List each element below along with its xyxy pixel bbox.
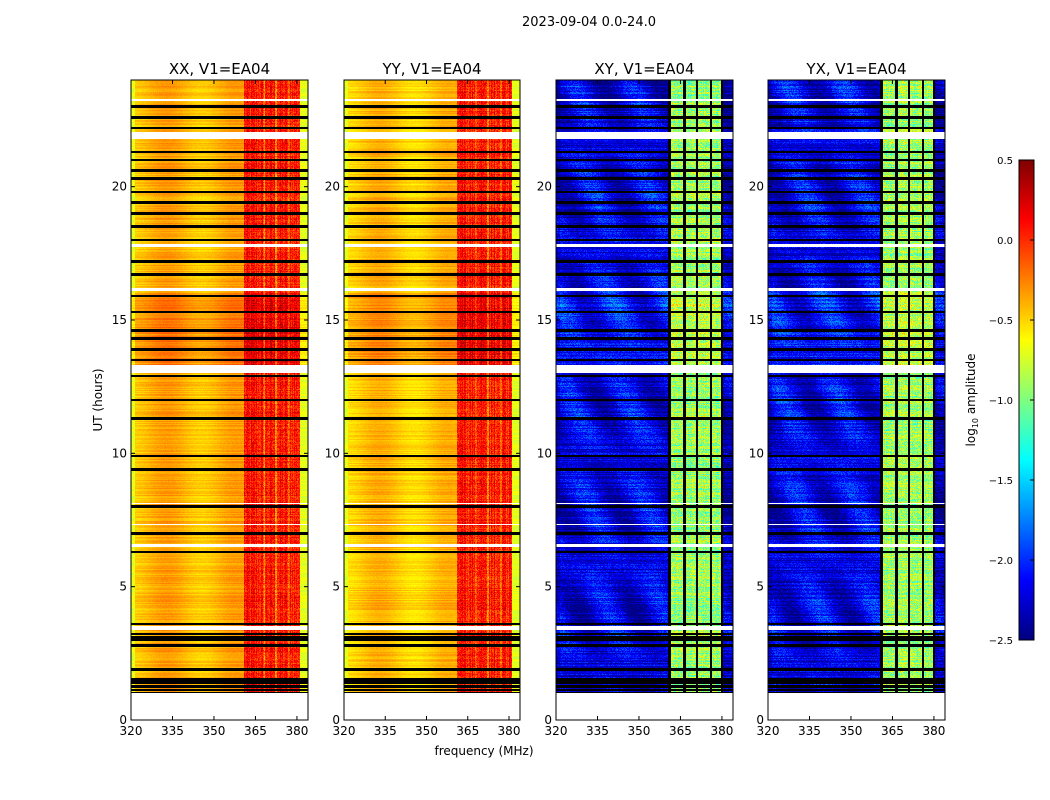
axes-frame-xx: [130, 79, 309, 721]
waterfall-xy: [556, 80, 733, 720]
y-tick-label: 15: [325, 313, 340, 327]
y-tick-label: 10: [749, 446, 764, 460]
waterfall-yy: [344, 80, 520, 720]
colorbar-tick-label: −0.5: [989, 316, 1013, 327]
y-tick-label: 5: [119, 580, 127, 594]
y-axis-label: UT (hours): [91, 368, 105, 431]
x-tick-label: 335: [161, 724, 184, 738]
x-tick-label: 380: [498, 724, 521, 738]
panel-title-xx: XX, V1=EA04: [169, 60, 270, 78]
y-tick-label: 15: [537, 313, 552, 327]
waterfall-yx: [768, 80, 945, 720]
y-tick-label: 0: [756, 713, 764, 727]
y-tick-label: 20: [112, 180, 127, 194]
y-tick-label: 5: [332, 580, 340, 594]
y-tick-label: 5: [756, 580, 764, 594]
x-tick-label: 380: [922, 724, 945, 738]
x-tick-label: 350: [203, 724, 226, 738]
panel-title-yx: YX, V1=EA04: [805, 60, 906, 78]
y-tick-label: 5: [544, 580, 552, 594]
x-tick-label: 350: [840, 724, 863, 738]
y-tick-label: 10: [325, 446, 340, 460]
colorbar-label: log10 amplitude: [964, 354, 980, 447]
x-tick-label: 365: [456, 724, 479, 738]
axes-frame-yy: [343, 79, 521, 721]
x-tick-label: 380: [710, 724, 733, 738]
colorbar-tick-label: −1.0: [989, 396, 1013, 407]
x-tick-label: 335: [586, 724, 609, 738]
y-tick-label: 15: [112, 313, 127, 327]
colorbar-tick-label: −2.0: [989, 556, 1013, 567]
x-tick-label: 350: [628, 724, 651, 738]
x-tick-label: 320: [333, 724, 356, 738]
colorbar-tick-label: −2.5: [989, 636, 1013, 647]
x-tick-label: 365: [669, 724, 692, 738]
axes-frame-yx: [767, 79, 946, 721]
y-tick-label: 20: [749, 180, 764, 194]
x-tick-label: 350: [415, 724, 438, 738]
y-tick-label: 20: [537, 180, 552, 194]
x-tick-label: 335: [798, 724, 821, 738]
x-tick-label: 320: [545, 724, 568, 738]
x-tick-label: 335: [374, 724, 397, 738]
y-tick-label: 10: [112, 446, 127, 460]
x-axis-label: frequency (MHz): [434, 744, 533, 758]
waterfall-xx: [131, 80, 308, 720]
y-tick-label: 0: [544, 713, 552, 727]
panel-title-yy: YY, V1=EA04: [381, 60, 481, 78]
y-tick-label: 10: [537, 446, 552, 460]
colorbar-tick-label: −1.5: [989, 476, 1013, 487]
colorbar: [1019, 160, 1034, 640]
y-tick-label: 20: [325, 180, 340, 194]
figure-title: 2023-09-04 0.0-24.0: [522, 15, 656, 30]
panel-title-xy: XY, V1=EA04: [594, 60, 694, 78]
x-tick-label: 320: [120, 724, 143, 738]
x-tick-label: 365: [881, 724, 904, 738]
y-tick-label: 15: [749, 313, 764, 327]
x-tick-label: 320: [757, 724, 780, 738]
x-tick-label: 380: [285, 724, 308, 738]
colorbar-tick-label: 0.5: [997, 156, 1013, 167]
y-tick-label: 0: [332, 713, 340, 727]
axes-frame-xy: [555, 79, 734, 721]
y-tick-label: 0: [119, 713, 127, 727]
x-tick-label: 365: [244, 724, 267, 738]
colorbar-tick-label: 0.0: [997, 236, 1013, 247]
